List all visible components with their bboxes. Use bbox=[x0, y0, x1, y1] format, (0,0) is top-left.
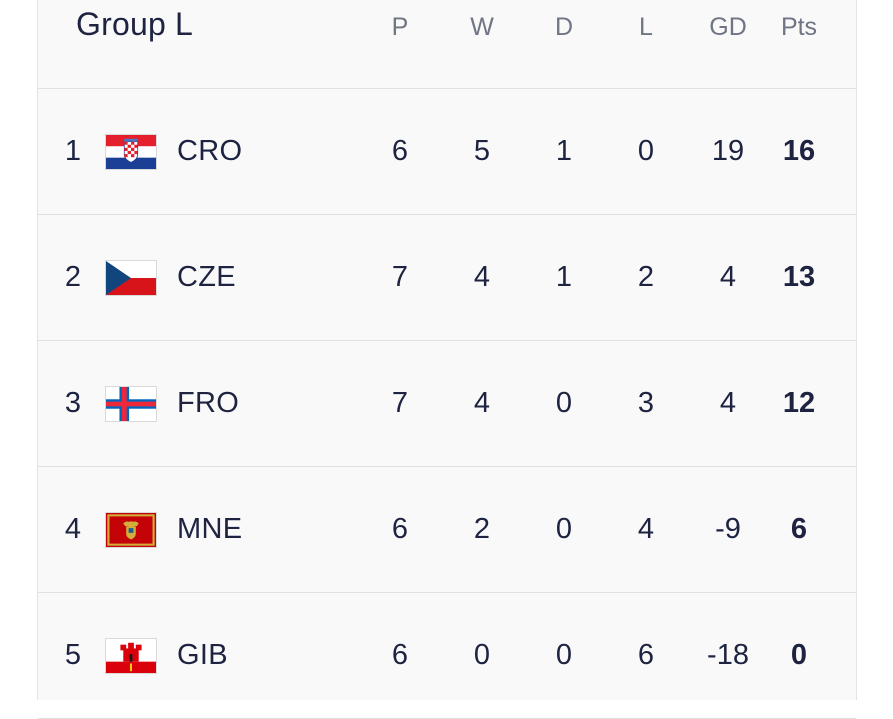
played-value: 6 bbox=[391, 639, 409, 671]
points-value: 16 bbox=[782, 135, 816, 167]
points-value: 0 bbox=[790, 639, 808, 671]
column-header-drawn[interactable]: D bbox=[554, 13, 574, 41]
column-header-lost[interactable]: L bbox=[639, 13, 653, 41]
played-value: 7 bbox=[391, 261, 409, 293]
montenegro-flag-icon bbox=[105, 512, 157, 548]
goal-difference-value: 4 bbox=[719, 387, 737, 419]
points-value: 13 bbox=[782, 261, 816, 293]
column-header-goal-difference[interactable]: GD bbox=[709, 13, 747, 41]
team-name[interactable]: MNE bbox=[177, 513, 243, 545]
position: 3 bbox=[64, 387, 82, 419]
goal-difference-value: -9 bbox=[715, 513, 741, 545]
drawn-value: 0 bbox=[555, 513, 573, 545]
table-row[interactable]: 2 CZE 7 4 1 2 4 13 bbox=[38, 215, 856, 341]
drawn-value: 0 bbox=[555, 387, 573, 419]
lost-value: 3 bbox=[637, 387, 655, 419]
team-name[interactable]: FRO bbox=[177, 387, 240, 419]
group-title: Group L bbox=[76, 6, 194, 42]
gibraltar-flag-icon bbox=[105, 638, 157, 674]
column-header-won[interactable]: W bbox=[470, 13, 494, 41]
position: 5 bbox=[64, 639, 82, 671]
won-value: 5 bbox=[473, 135, 491, 167]
table-row[interactable]: 4 MNE 6 2 0 4 -9 6 bbox=[38, 467, 856, 593]
points-value: 6 bbox=[790, 513, 808, 545]
won-value: 0 bbox=[473, 639, 491, 671]
column-header-played[interactable]: P bbox=[391, 13, 409, 41]
table-header: Group L P W D L GD Pts bbox=[38, 0, 856, 89]
goal-difference-value: 19 bbox=[711, 135, 745, 167]
croatia-flag-icon bbox=[105, 134, 157, 170]
lost-value: 2 bbox=[637, 261, 655, 293]
drawn-value: 1 bbox=[555, 135, 573, 167]
position: 1 bbox=[64, 135, 82, 167]
played-value: 6 bbox=[391, 135, 409, 167]
drawn-value: 1 bbox=[555, 261, 573, 293]
position: 2 bbox=[64, 261, 82, 293]
played-value: 7 bbox=[391, 387, 409, 419]
lost-value: 4 bbox=[637, 513, 655, 545]
won-value: 4 bbox=[473, 261, 491, 293]
drawn-value: 0 bbox=[555, 639, 573, 671]
faroe-islands-flag-icon bbox=[105, 386, 157, 422]
lost-value: 0 bbox=[637, 135, 655, 167]
team-name[interactable]: CRO bbox=[177, 135, 243, 167]
position: 4 bbox=[64, 513, 82, 545]
table-row[interactable]: 3 FRO 7 4 0 3 4 12 bbox=[38, 341, 856, 467]
won-value: 2 bbox=[473, 513, 491, 545]
lost-value: 6 bbox=[637, 639, 655, 671]
czechia-flag-icon bbox=[105, 260, 157, 296]
points-value: 12 bbox=[782, 387, 816, 419]
goal-difference-value: 4 bbox=[719, 261, 737, 293]
won-value: 4 bbox=[473, 387, 491, 419]
table-row[interactable]: 1 CRO 6 5 1 0 19 bbox=[38, 89, 856, 215]
played-value: 6 bbox=[391, 513, 409, 545]
column-header-points[interactable]: Pts bbox=[780, 13, 818, 41]
team-name[interactable]: CZE bbox=[177, 261, 236, 293]
team-name[interactable]: GIB bbox=[177, 639, 228, 671]
goal-difference-value: -18 bbox=[707, 639, 749, 671]
table-row[interactable]: 5 GIB 6 0 0 6 -18 0 bbox=[38, 593, 856, 719]
standings-panel: Group L P W D L GD Pts 1 bbox=[37, 0, 857, 719]
